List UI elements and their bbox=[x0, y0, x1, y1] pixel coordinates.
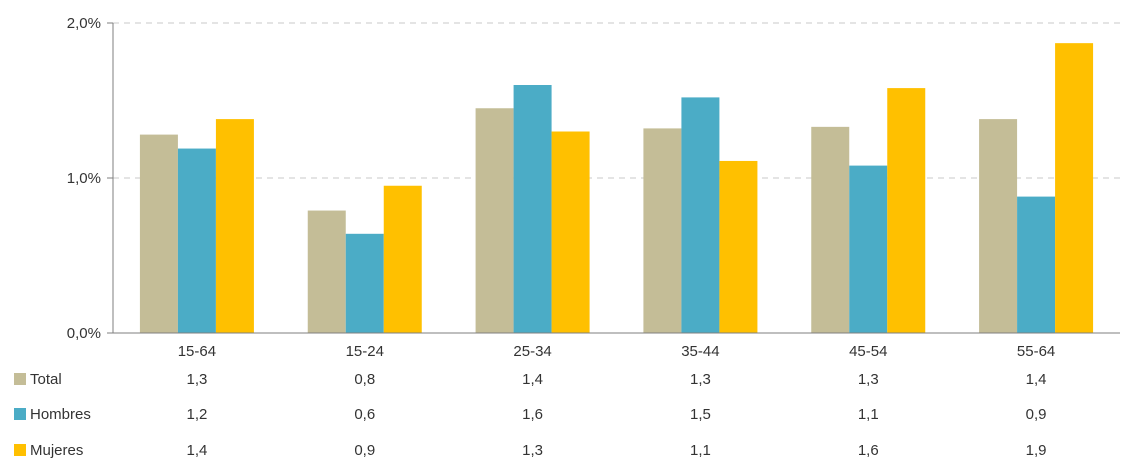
legend-swatch-total bbox=[14, 373, 26, 385]
data-label: 1,1 bbox=[690, 442, 711, 459]
bar-total-25-34 bbox=[475, 108, 514, 333]
data-label: 1,3 bbox=[186, 371, 207, 388]
data-label: 1,6 bbox=[522, 406, 543, 423]
bar-mujeres-15-24 bbox=[383, 185, 422, 333]
y-tick-labels: 0,0% 1,0% 2,0% bbox=[67, 15, 101, 342]
legend-swatch-mujeres bbox=[14, 444, 26, 456]
x-tick-labels: 15-64 15-24 25-34 35-44 45-54 55-64 bbox=[178, 343, 1056, 360]
bar-hombres-15-64 bbox=[177, 148, 216, 333]
gridlines bbox=[113, 22, 1120, 179]
x-tick-label: 15-64 bbox=[178, 343, 216, 360]
bar-mujeres-35-44 bbox=[719, 160, 758, 333]
x-tick-label: 45-54 bbox=[849, 343, 887, 360]
legend-label-mujeres: Mujeres bbox=[30, 442, 83, 459]
data-label: 1,2 bbox=[186, 406, 207, 423]
data-label: 1,4 bbox=[1026, 371, 1047, 388]
data-table: Total 1,3 0,8 1,4 1,3 1,3 1,4 Hombres 1,2 0,6 1,6 1… bbox=[14, 371, 1047, 459]
data-label: 0,9 bbox=[354, 442, 375, 459]
data-label: 1,3 bbox=[858, 371, 879, 388]
data-label: 1,4 bbox=[522, 371, 543, 388]
data-label: 0,6 bbox=[354, 406, 375, 423]
bar-hombres-25-34 bbox=[513, 85, 552, 333]
legend-swatch-hombres bbox=[14, 408, 26, 420]
data-label: 1,1 bbox=[858, 406, 879, 423]
bar-mujeres-25-34 bbox=[551, 131, 590, 333]
bar-hombres-35-44 bbox=[681, 97, 720, 334]
data-label: 0,9 bbox=[1026, 406, 1047, 423]
x-tick-label: 25-34 bbox=[513, 343, 551, 360]
y-tick-label: 0,0% bbox=[67, 325, 101, 342]
bar-hombres-15-24 bbox=[345, 233, 384, 333]
bar-total-35-44 bbox=[643, 128, 682, 333]
bar-total-15-64 bbox=[139, 134, 178, 333]
bar-total-45-54 bbox=[811, 126, 850, 333]
y-tick-label: 1,0% bbox=[67, 170, 101, 187]
y-tick-label: 2,0% bbox=[67, 15, 101, 32]
data-label: 0,8 bbox=[354, 371, 375, 388]
bar-total-15-24 bbox=[307, 210, 346, 333]
data-label: 1,3 bbox=[690, 371, 711, 388]
legend-label-hombres: Hombres bbox=[30, 406, 91, 423]
bar-mujeres-15-64 bbox=[215, 119, 254, 333]
data-label: 1,6 bbox=[858, 442, 879, 459]
bar-total-55-64 bbox=[979, 119, 1018, 333]
x-tick-label: 55-64 bbox=[1017, 343, 1055, 360]
data-label: 1,4 bbox=[186, 442, 207, 459]
legend-label-total: Total bbox=[30, 371, 62, 388]
bar-mujeres-55-64 bbox=[1055, 43, 1094, 334]
data-label: 1,9 bbox=[1026, 442, 1047, 459]
data-label: 1,5 bbox=[690, 406, 711, 423]
bars bbox=[139, 43, 1094, 334]
axes bbox=[107, 22, 1120, 334]
bar-mujeres-45-54 bbox=[887, 88, 926, 333]
bar-hombres-45-54 bbox=[849, 165, 888, 333]
bar-hombres-55-64 bbox=[1017, 196, 1056, 333]
x-tick-label: 35-44 bbox=[681, 343, 719, 360]
data-label: 1,3 bbox=[522, 442, 543, 459]
x-tick-label: 15-24 bbox=[346, 343, 384, 360]
